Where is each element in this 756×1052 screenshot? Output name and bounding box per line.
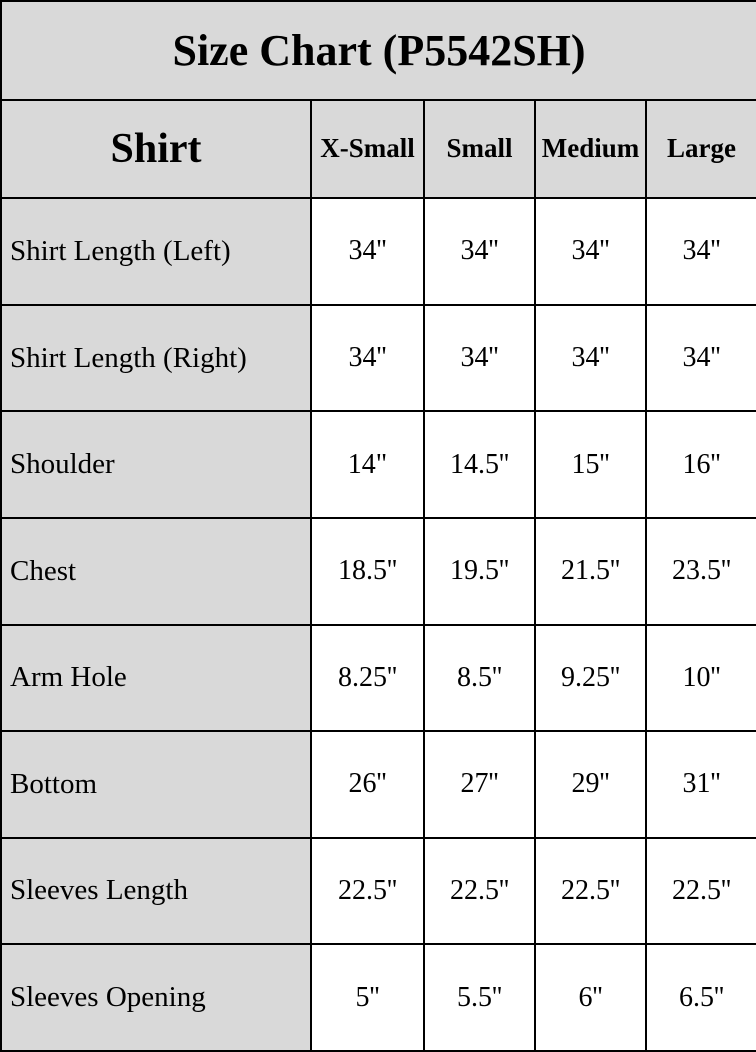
cell-value: 26'' [310,730,425,839]
cell-value: 18.5'' [310,516,425,626]
table-row: Sleeves Length 22.5'' 22.5'' 22.5'' 22.5… [0,836,756,946]
row-label: Sleeves Length [0,836,312,946]
cell-value: 29'' [534,730,647,839]
cell-value: 19.5'' [423,516,536,626]
cell-value: 15'' [534,410,647,519]
row-label: Sleeves Opening [0,943,312,1052]
cell-value: 22.5'' [423,836,536,946]
cell-value: 8.25'' [310,623,425,733]
cell-value: 34'' [423,197,536,306]
cell-value: 5'' [310,943,425,1052]
cell-value: 34'' [644,197,756,306]
table-row: Shirt Length (Right) 34'' 34'' 34'' 34'' [0,303,756,413]
cell-value: 6'' [534,943,647,1052]
table-row: Bottom 26'' 27'' 29'' 31'' [0,730,756,839]
cell-value: 14.5'' [423,410,536,519]
row-label: Chest [0,516,312,626]
cell-value: 34'' [644,303,756,413]
cell-value: 23.5'' [644,516,756,626]
cell-value: 9.25'' [534,623,647,733]
column-header-small: Small [423,98,536,200]
cell-value: 34'' [310,303,425,413]
cell-value: 34'' [534,197,647,306]
cell-value: 22.5'' [534,836,647,946]
table-row: Sleeves Opening 5'' 5.5'' 6'' 6.5'' [0,943,756,1052]
cell-value: 22.5'' [310,836,425,946]
title-row: Size Chart (P5542SH) [0,0,756,101]
cell-value: 31'' [644,730,756,839]
column-header-medium: Medium [534,98,647,200]
cell-value: 8.5'' [423,623,536,733]
row-label: Shoulder [0,410,312,519]
cell-value: 14" [310,410,425,519]
table-row: Arm Hole 8.25'' 8.5'' 9.25'' 10'' [0,623,756,733]
row-label: Shirt Length (Left) [0,197,312,306]
column-header-xsmall: X-Small [310,98,425,200]
table-row: Shoulder 14" 14.5'' 15'' 16'' [0,410,756,519]
cell-value: 34'' [423,303,536,413]
page-title: Size Chart (P5542SH) [0,0,756,101]
cell-value: 34'' [310,197,425,306]
cell-value: 16'' [644,410,756,519]
row-label: Arm Hole [0,623,312,733]
row-label: Bottom [0,730,312,839]
cell-value: 21.5'' [534,516,647,626]
table-row: Chest 18.5'' 19.5'' 21.5'' 23.5'' [0,516,756,626]
cell-value: 27'' [423,730,536,839]
column-header-large: Large [644,98,756,200]
cell-value: 34'' [534,303,647,413]
cell-value: 6.5'' [644,943,756,1052]
row-label: Shirt Length (Right) [0,303,312,413]
cell-value: 22.5'' [644,836,756,946]
column-header-shirt: Shirt [0,98,312,200]
header-row: Shirt X-Small Small Medium Large [0,98,756,200]
cell-value: 10'' [644,623,756,733]
cell-value: 5.5'' [423,943,536,1052]
table-row: Shirt Length (Left) 34'' 34'' 34'' 34'' [0,197,756,306]
